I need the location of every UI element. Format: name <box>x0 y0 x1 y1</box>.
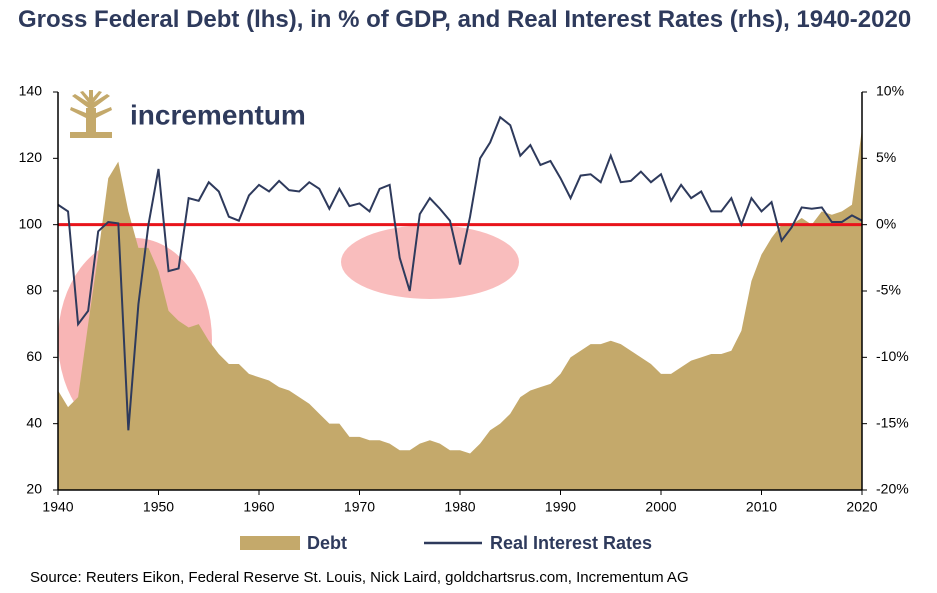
x-tick-label: 1960 <box>243 499 274 515</box>
debt-area <box>58 128 862 490</box>
x-tick-label: 2000 <box>645 499 676 515</box>
y-tick-label: 40 <box>26 414 42 430</box>
x-tick-label: 2010 <box>746 499 777 515</box>
x-tick-label: 1990 <box>545 499 576 515</box>
x-tick-label: 1950 <box>143 499 174 515</box>
logo-icon <box>70 90 112 138</box>
legend-swatch <box>240 536 300 550</box>
y2-tick-label: -5% <box>876 282 901 298</box>
chart-title: Gross Federal Debt (lhs), in % of GDP, a… <box>18 6 912 33</box>
y2-tick-label: 5% <box>876 149 896 165</box>
y2-tick-label: -15% <box>876 414 909 430</box>
y-tick-label: 80 <box>26 282 42 298</box>
highlight-ellipse <box>341 225 519 299</box>
x-tick-label: 1980 <box>444 499 475 515</box>
x-tick-label: 1940 <box>42 499 73 515</box>
y-tick-label: 100 <box>19 215 43 231</box>
y2-tick-label: 10% <box>876 83 904 99</box>
y2-tick-label: -20% <box>876 481 909 497</box>
y-tick-label: 20 <box>26 481 42 497</box>
x-tick-label: 2020 <box>846 499 877 515</box>
source-note: Source: Reuters Eikon, Federal Reserve S… <box>30 569 689 586</box>
y-tick-label: 120 <box>19 149 43 165</box>
y-tick-label: 140 <box>19 83 43 99</box>
legend-label: Real Interest Rates <box>490 533 652 553</box>
y-tick-label: 60 <box>26 348 42 364</box>
y2-tick-label: 0% <box>876 215 896 231</box>
rate-line <box>57 115 863 431</box>
x-tick-label: 1970 <box>344 499 375 515</box>
legend-label: Debt <box>307 533 347 553</box>
logo-text: incrementum <box>130 99 306 130</box>
y2-tick-label: -10% <box>876 348 909 364</box>
